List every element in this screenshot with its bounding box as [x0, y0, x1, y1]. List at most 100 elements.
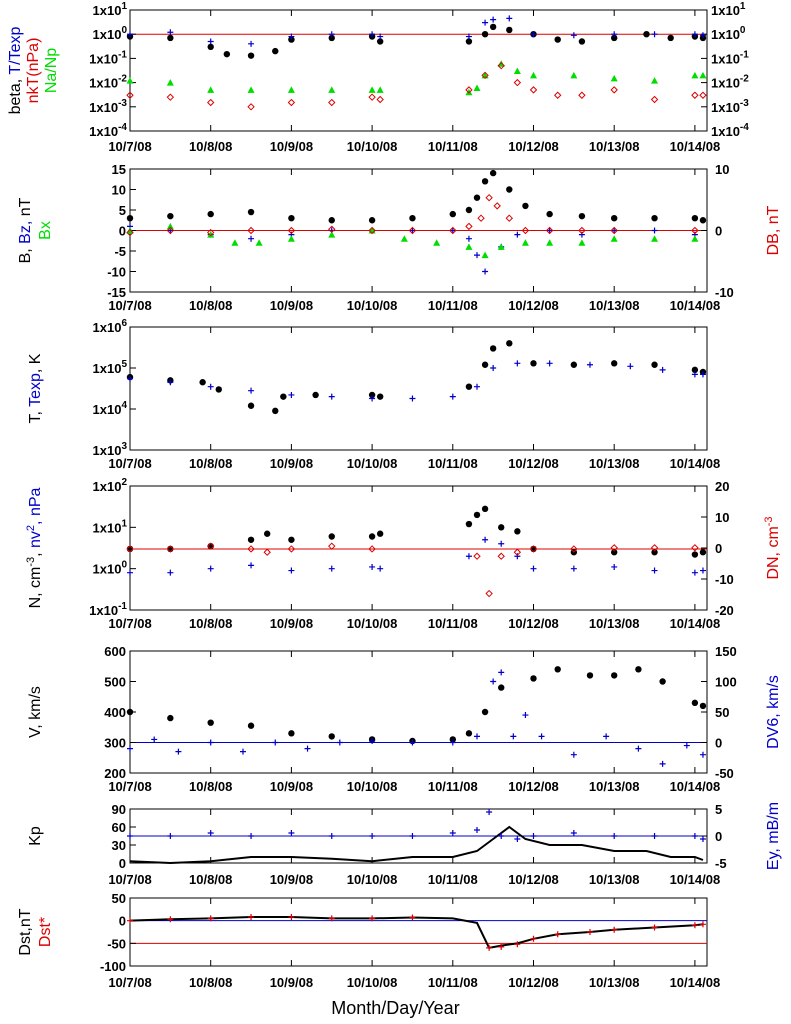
data-point	[538, 733, 545, 740]
data-point	[167, 569, 174, 576]
data-point	[529, 545, 538, 553]
data-point	[554, 36, 561, 43]
data-point	[126, 228, 134, 237]
x-tick-label: 10/13/08	[589, 779, 640, 794]
y-tick-label: 50	[112, 891, 126, 906]
data-point	[474, 733, 481, 740]
y-tick-label: -10	[107, 265, 126, 280]
data-point	[651, 567, 658, 574]
data-point	[127, 375, 133, 382]
panel-N-series-1	[127, 536, 706, 576]
y-tick-label: 200	[104, 766, 126, 781]
panel-T-ylabel-1: T, Texp, K	[27, 353, 44, 423]
data-point	[328, 86, 336, 93]
data-point	[247, 103, 255, 111]
x-tick-label: 10/9/08	[270, 616, 313, 631]
data-point	[481, 178, 489, 185]
series-line	[129, 825, 704, 865]
data-point	[377, 33, 384, 40]
data-point	[328, 217, 335, 224]
y-tick-label: 1x100	[93, 560, 128, 577]
data-point	[433, 239, 441, 246]
data-point	[167, 545, 174, 553]
data-point	[369, 915, 376, 922]
data-point	[231, 239, 239, 246]
x-tick-label: 10/8/08	[189, 456, 232, 471]
data-point	[287, 545, 296, 553]
data-point	[199, 379, 206, 386]
data-point	[288, 536, 295, 543]
x-tick-label: 10/8/08	[189, 616, 232, 631]
data-point	[247, 402, 255, 409]
x-tick-label: 10/14/08	[670, 616, 721, 631]
data-point	[369, 563, 376, 570]
y-tick-label: 1x10-2	[89, 74, 127, 91]
data-point	[611, 833, 618, 839]
data-point	[465, 206, 473, 214]
y2-tick-label: 150	[715, 644, 737, 659]
data-point	[514, 231, 521, 238]
data-point	[683, 742, 690, 749]
data-point	[699, 217, 707, 224]
data-point	[369, 31, 376, 38]
data-point	[167, 212, 174, 220]
data-point	[328, 915, 335, 922]
data-point	[368, 545, 376, 553]
data-point	[651, 215, 658, 222]
data-point	[530, 565, 537, 572]
data-point	[505, 214, 513, 222]
data-point	[610, 544, 618, 552]
data-point	[166, 79, 174, 86]
data-point	[481, 251, 489, 259]
data-point	[207, 830, 214, 836]
data-point	[248, 562, 255, 569]
panel-V: 10/7/08 10/8/08 10/9/08 10/10/08 10/11/08 10/…	[27, 644, 782, 794]
panel-V-series-0	[126, 666, 707, 745]
data-point	[546, 360, 553, 367]
data-point	[643, 31, 650, 38]
data-point	[409, 914, 416, 921]
y2-tick-label: -5	[715, 856, 727, 871]
data-point	[449, 210, 456, 218]
data-point	[522, 202, 529, 210]
x-tick-label: 10/10/08	[347, 779, 398, 794]
data-point	[482, 19, 489, 26]
data-point	[691, 569, 698, 576]
data-point	[409, 215, 416, 222]
data-point	[570, 830, 577, 836]
data-point	[699, 549, 707, 556]
data-point	[481, 505, 489, 513]
data-point	[498, 684, 505, 691]
data-point	[610, 34, 618, 42]
data-point	[513, 78, 522, 87]
data-point	[474, 252, 481, 259]
data-point	[288, 391, 295, 398]
data-point	[207, 231, 215, 238]
y2-tick-label: 0	[715, 829, 722, 844]
data-point	[263, 530, 271, 537]
data-point	[691, 91, 699, 99]
y-tick-label: 15	[112, 162, 126, 177]
y-tick-label: 0	[119, 914, 126, 929]
x-tick-label: 10/10/08	[347, 456, 398, 471]
data-point	[482, 268, 489, 275]
x-tick-label: 10/10/08	[347, 616, 398, 631]
data-point	[481, 31, 489, 38]
panel-Kp-y2label: Ey, mB/m	[765, 802, 782, 870]
x-tick-label: 10/11/08	[428, 456, 478, 471]
y-tick-label: 0	[119, 224, 126, 239]
data-point	[287, 235, 295, 242]
data-point	[610, 235, 618, 242]
data-point	[691, 31, 698, 38]
data-point	[272, 739, 279, 746]
x-tick-label: 10/7/08	[108, 872, 151, 887]
data-point	[376, 95, 384, 104]
x-tick-label: 10/11/08	[428, 298, 478, 313]
data-point	[490, 16, 497, 23]
data-point	[489, 345, 497, 352]
data-point	[368, 226, 376, 235]
data-point	[530, 31, 537, 38]
data-point	[489, 169, 497, 177]
data-point	[578, 231, 585, 238]
data-point	[691, 226, 699, 235]
